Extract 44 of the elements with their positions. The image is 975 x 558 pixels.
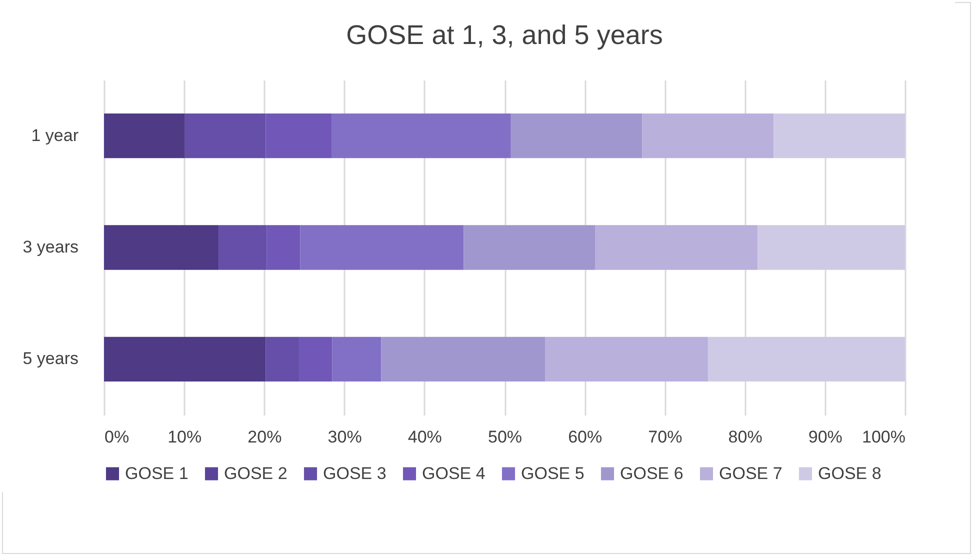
- legend-label: GOSE 4: [422, 464, 486, 483]
- bar: [595, 225, 758, 270]
- legend-label: GOSE 1: [125, 464, 188, 483]
- bar: [299, 336, 332, 382]
- bar: [774, 114, 905, 158]
- bar: [266, 225, 300, 270]
- x-tick-label: 40%: [408, 428, 442, 446]
- bar: [331, 114, 511, 158]
- x-tick-label: 50%: [488, 428, 522, 446]
- bar: [266, 336, 300, 382]
- legend-label: GOSE 8: [818, 464, 882, 483]
- x-tick-label: 80%: [728, 428, 762, 446]
- bar: [184, 114, 266, 158]
- x-tick-label: 30%: [328, 428, 362, 446]
- x-tick-label: 90%: [808, 428, 842, 446]
- bar: [266, 114, 332, 158]
- bar: [381, 336, 546, 382]
- y-tick-label: 1 year: [31, 126, 79, 145]
- bar: [545, 336, 708, 382]
- bar: [332, 336, 382, 382]
- x-tick-label: 100%: [862, 428, 906, 446]
- bar: [104, 225, 219, 270]
- legend-label: GOSE 3: [323, 464, 386, 483]
- legend-label: GOSE 7: [719, 464, 782, 483]
- bar: [104, 114, 185, 158]
- bar: [300, 225, 464, 270]
- bar: [708, 336, 905, 382]
- bar: [218, 225, 267, 270]
- x-tick-label: 0%: [104, 428, 130, 446]
- legend-label: GOSE 2: [224, 464, 288, 483]
- legend-label: GOSE 5: [521, 464, 584, 483]
- chart-title: GOSE at 1, 3, and 5 years: [346, 20, 663, 50]
- bar: [464, 225, 596, 270]
- bar: [642, 114, 774, 158]
- legend-label: GOSE 6: [620, 464, 684, 483]
- bar: [510, 114, 642, 158]
- bar: [758, 225, 905, 270]
- x-tick-label: 70%: [648, 428, 682, 446]
- bar: [104, 336, 266, 382]
- y-tick-label: 3 years: [22, 238, 78, 256]
- x-tick-label: 10%: [168, 428, 202, 446]
- x-tick-label: 20%: [248, 428, 282, 446]
- y-tick-label: 5 years: [22, 349, 78, 368]
- x-tick-label: 60%: [568, 428, 602, 446]
